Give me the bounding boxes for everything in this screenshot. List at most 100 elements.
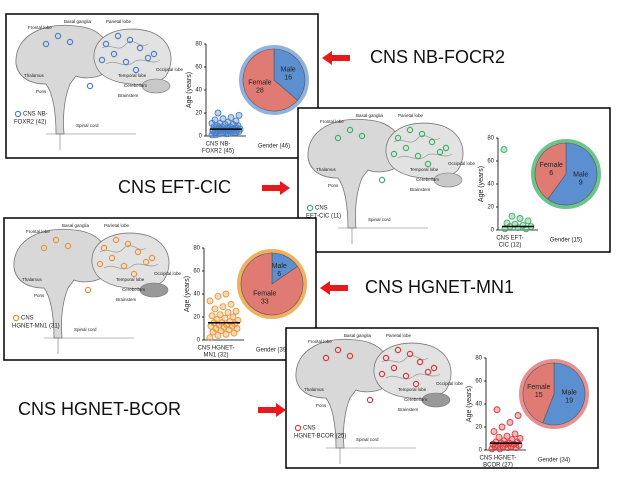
age-point — [232, 307, 240, 315]
tumor-site — [378, 176, 386, 184]
x-axis-label: CNS HGNET- — [197, 346, 234, 352]
age-point — [216, 311, 224, 319]
age-point — [498, 423, 506, 431]
age-point — [235, 111, 243, 119]
y-tick-label: 60 — [195, 65, 202, 71]
cerebellum — [421, 392, 451, 408]
region-label: Spinal cord — [368, 217, 391, 222]
tumor-site — [136, 44, 144, 52]
tumor-site — [102, 40, 110, 48]
tumor-site — [416, 358, 424, 366]
tumor-site — [40, 244, 48, 252]
region-label: Brainstem — [118, 93, 139, 98]
age-point — [211, 305, 219, 313]
region-label: Spinal cord — [74, 327, 97, 332]
tumor-site — [108, 254, 116, 262]
x-axis-label: MN1 (32) — [203, 353, 228, 359]
region-label: Brainstem — [116, 297, 137, 302]
y-tick-label: 40 — [195, 88, 202, 94]
y-axis-label: Age (years) — [466, 386, 473, 422]
tumor-site — [148, 254, 156, 262]
age-point — [214, 109, 222, 117]
spinal-cord — [44, 337, 134, 354]
region-label: Basal ganglia — [62, 223, 90, 228]
pie-label: Gender (34) — [538, 458, 570, 464]
arrow — [258, 403, 286, 417]
legend-text: CNS — [21, 316, 34, 322]
age-point — [490, 428, 498, 436]
region-label: Pons — [34, 293, 45, 298]
tumor-site — [84, 286, 92, 294]
y-tick-label: 0 — [479, 448, 483, 454]
region-label: Thalamus — [304, 387, 325, 392]
tumor-site — [42, 40, 50, 48]
pie-slice — [547, 142, 598, 206]
spinal-cord — [46, 133, 136, 150]
pie-edge — [239, 45, 309, 115]
region-label: Cerebellum — [124, 83, 147, 88]
tumor-site — [366, 396, 374, 404]
age-point — [506, 418, 514, 426]
age-point — [516, 215, 524, 222]
y-tick-label: 0 — [199, 134, 203, 140]
region-label: Pons — [36, 89, 47, 94]
y-tick-label: 0 — [491, 228, 495, 234]
pie-label: Gender (39) — [256, 348, 288, 354]
slice-category: Female — [248, 79, 271, 86]
pie-edge — [237, 249, 307, 319]
y-tick-label: 80 — [475, 356, 482, 362]
age-point — [516, 435, 524, 442]
region-label: Frontal lobe — [26, 229, 50, 234]
y-axis-label: Age (years) — [184, 276, 191, 312]
tumor-site — [120, 262, 128, 270]
x-axis-label: CNS EFT- — [496, 236, 523, 242]
panel: Frontal lobe Basal ganglia Parietal lobe Th… — [3, 217, 317, 361]
tumor-site — [112, 236, 120, 244]
pie-edge — [519, 359, 589, 429]
legend-text: HGNET-MN1 (31) — [12, 324, 60, 330]
y-tick-label: 60 — [487, 159, 494, 165]
tumor-site — [436, 148, 444, 156]
gyri — [101, 41, 161, 66]
tumor-site — [418, 130, 426, 138]
region-label: Thalamus — [24, 73, 45, 78]
region-label: Cerebellum — [122, 287, 145, 292]
pie-slice — [522, 362, 555, 424]
tumor-site — [110, 50, 118, 58]
spinal-cord — [326, 447, 416, 464]
legend-marker — [14, 110, 22, 118]
region-label: Thalamus — [316, 167, 337, 172]
panel-label: CNS EFT-CIC — [118, 177, 231, 197]
pie-slice — [534, 142, 567, 200]
slice-value: 16 — [284, 74, 292, 81]
y-axis-label: Age (years) — [186, 72, 193, 108]
y-tick-label: 80 — [195, 42, 202, 48]
region-label: Parietal lobe — [398, 113, 424, 118]
pie-slice — [242, 48, 298, 112]
y-tick-label: 20 — [195, 111, 202, 117]
slice-value: 15 — [535, 392, 543, 399]
pie-slice — [273, 48, 306, 101]
age-point — [524, 217, 532, 225]
region-label: Parietal lobe — [104, 223, 130, 228]
region-label: Occipital lobe — [154, 271, 182, 276]
tumor-site — [132, 66, 140, 74]
region-label: Basal ganglia — [344, 333, 372, 338]
slice-value: 6 — [549, 170, 553, 177]
gyri — [99, 245, 159, 270]
age-point — [503, 432, 511, 440]
slice-category: Female — [253, 291, 276, 298]
region-label: Temporal lobe — [398, 387, 427, 392]
region-label: Occipital lobe — [156, 67, 184, 72]
age-point — [219, 115, 227, 123]
slice-value: 19 — [565, 398, 573, 405]
slice-value: 28 — [256, 87, 264, 94]
tumor-site — [134, 248, 142, 256]
tumor-site — [130, 270, 138, 278]
brain-sagittal — [295, 338, 392, 449]
age-point — [217, 126, 225, 134]
region-label: Temporal lobe — [410, 167, 439, 172]
legend-text: CNS — [303, 426, 316, 432]
pie-slice — [542, 362, 586, 426]
